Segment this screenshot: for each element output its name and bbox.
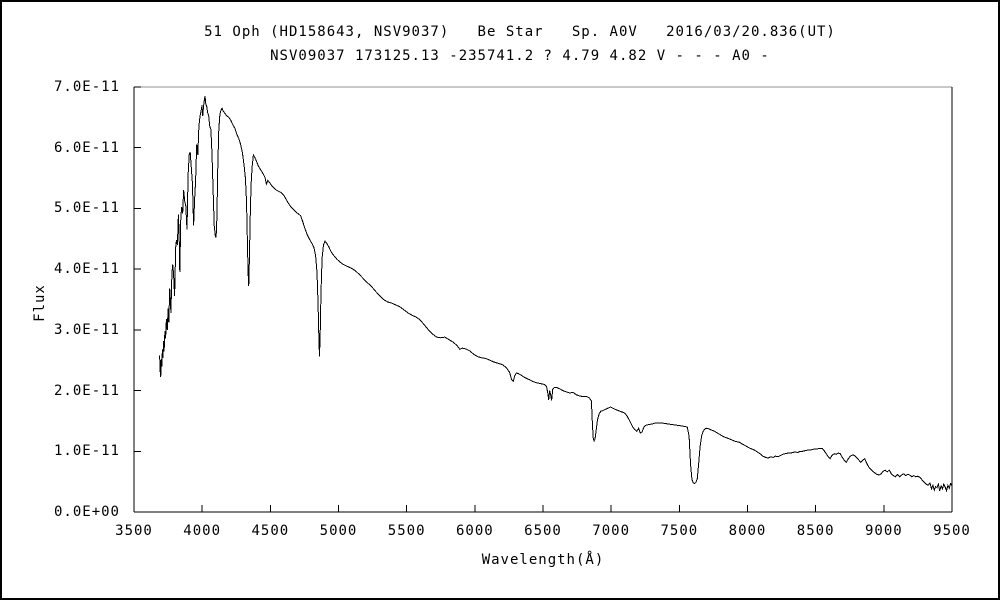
y-tick-label: 4.0E-11 bbox=[53, 261, 120, 278]
x-axis-title: Wavelength(Å) bbox=[481, 552, 605, 568]
x-tick-label: 5000 bbox=[319, 523, 358, 539]
y-tick-label: 0.0E+00 bbox=[53, 504, 120, 520]
x-tick-label: 9500 bbox=[933, 523, 971, 539]
chart-title: 51 Oph (HD158643, NSV9037) Be Star Sp. A… bbox=[204, 24, 836, 40]
x-tick-label: 3500 bbox=[115, 523, 153, 539]
x-tick-label: 4500 bbox=[251, 523, 290, 539]
x-tick-label: 5500 bbox=[387, 523, 426, 539]
y-tick-label: 7.0E-11 bbox=[53, 79, 120, 95]
x-tick-label: 8000 bbox=[728, 523, 767, 539]
x-tick-label: 9000 bbox=[864, 523, 903, 539]
x-tick-label: 4000 bbox=[183, 523, 222, 539]
y-tick-label: 6.0E-11 bbox=[53, 139, 120, 156]
x-tick-label: 6000 bbox=[455, 523, 494, 539]
spectrum-line bbox=[159, 96, 953, 493]
chart-subtitle: NSV09037 173125.13 -235741.2 ? 4.79 4.82… bbox=[270, 48, 770, 64]
y-tick-label: 5.0E-11 bbox=[53, 200, 120, 217]
x-tick-label: 6500 bbox=[524, 523, 562, 539]
y-tick-label: 2.0E-11 bbox=[53, 382, 120, 399]
y-tick-label: 1.0E-11 bbox=[53, 443, 120, 460]
y-tick-label: 3.0E-11 bbox=[53, 321, 120, 338]
x-tick-label: 7500 bbox=[660, 523, 699, 539]
x-tick-label: 7000 bbox=[592, 523, 631, 539]
x-tick-label: 8500 bbox=[796, 523, 835, 539]
